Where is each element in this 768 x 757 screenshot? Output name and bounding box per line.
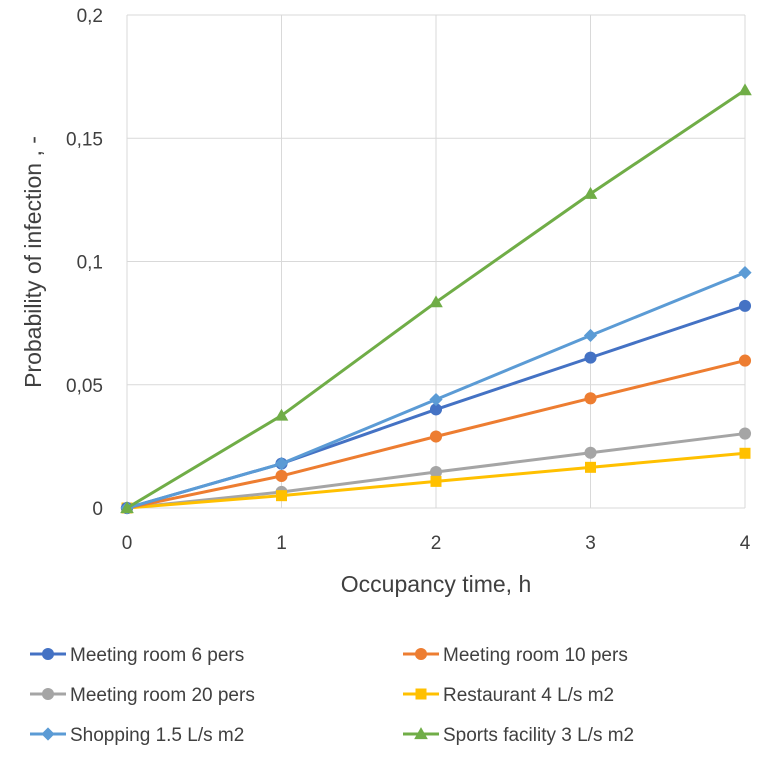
data-point <box>739 447 751 459</box>
legend-swatch-marker <box>41 727 55 741</box>
x-tick-label: 2 <box>431 533 442 554</box>
legend-swatch-marker <box>414 727 428 740</box>
data-point <box>430 475 442 487</box>
x-axis-ticks: 0 1 2 3 4 <box>122 533 751 554</box>
data-point <box>584 351 597 364</box>
gridlines <box>126 14 746 509</box>
y-axis-title: Probability of infection , - <box>20 136 46 388</box>
data-point <box>584 446 597 459</box>
x-axis-title: Occupancy time, h <box>341 571 531 597</box>
legend-item: Meeting room 6 pers <box>30 645 244 666</box>
data-point <box>738 427 752 440</box>
data-point <box>429 430 443 443</box>
series-6 <box>120 83 752 514</box>
x-tick-label: 3 <box>585 533 596 554</box>
legend-label: Sports facility 3 L/s m2 <box>443 725 634 746</box>
y-tick-label: 0,15 <box>66 129 103 150</box>
data-point <box>429 403 443 416</box>
legend-item: Sports facility 3 L/s m2 <box>403 725 634 746</box>
data-point <box>429 392 443 407</box>
legend-label: Meeting room 6 pers <box>70 645 244 666</box>
legend-swatch-marker <box>41 647 55 661</box>
data-point <box>274 408 289 421</box>
y-tick-label: 0,1 <box>77 253 103 274</box>
y-tick-label: 0,2 <box>77 6 103 27</box>
y-tick-label: 0 <box>92 499 103 520</box>
legend-label: Meeting room 10 pers <box>443 645 628 666</box>
legend-label: Restaurant 4 L/s m2 <box>443 685 614 706</box>
data-point <box>738 83 752 96</box>
y-axis-ticks: 0 0,05 0,1 0,15 0,2 <box>66 6 103 520</box>
legend-item: Meeting room 10 pers <box>403 645 628 666</box>
data-point <box>738 354 752 367</box>
legend: Meeting room 6 pers Meeting room 10 pers M… <box>30 645 634 746</box>
series-group <box>120 83 752 515</box>
data-point <box>583 186 598 199</box>
data-point <box>276 490 287 502</box>
data-point <box>275 469 288 483</box>
series-5 <box>120 265 752 515</box>
data-point <box>585 461 596 473</box>
data-point <box>429 465 443 479</box>
legend-swatch-marker <box>41 687 55 701</box>
legend-item: Restaurant 4 L/s m2 <box>403 685 614 706</box>
data-point <box>584 392 597 405</box>
legend-item: Meeting room 20 pers <box>30 685 255 706</box>
x-tick-label: 0 <box>122 533 133 554</box>
data-point <box>738 265 752 280</box>
data-point <box>429 295 443 308</box>
y-tick-label: 0,05 <box>66 376 103 397</box>
legend-item: Shopping 1.5 L/s m2 <box>30 725 244 746</box>
x-tick-label: 1 <box>276 533 287 554</box>
legend-swatch-marker <box>414 647 428 661</box>
legend-label: Shopping 1.5 L/s m2 <box>70 725 244 746</box>
data-point <box>583 328 598 343</box>
legend-swatch-marker <box>415 688 427 700</box>
x-tick-label: 4 <box>740 533 751 554</box>
data-point <box>738 299 752 312</box>
legend-label: Meeting room 20 pers <box>70 685 255 706</box>
data-point <box>120 501 134 514</box>
data-point <box>274 457 289 471</box>
